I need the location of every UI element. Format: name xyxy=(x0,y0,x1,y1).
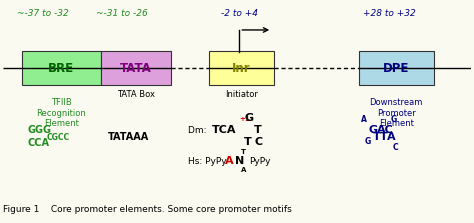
Text: +28 to +32: +28 to +32 xyxy=(363,9,416,18)
Text: AC: AC xyxy=(377,125,394,135)
Text: A: A xyxy=(241,167,246,173)
Text: TATA: TATA xyxy=(120,62,152,74)
Text: -2 to +4: -2 to +4 xyxy=(221,9,258,18)
Text: PyPy: PyPy xyxy=(249,157,270,166)
Text: G: G xyxy=(391,115,397,124)
Text: Figure 1    Core promoter elements. Some core promoter motifs: Figure 1 Core promoter elements. Some co… xyxy=(3,205,292,214)
Text: +1: +1 xyxy=(239,116,250,122)
Text: T: T xyxy=(255,125,262,135)
Text: TATAAA: TATAAA xyxy=(108,132,149,142)
Text: N: N xyxy=(235,156,244,166)
Text: CCA: CCA xyxy=(27,138,49,148)
Text: TT: TT xyxy=(373,132,388,142)
Text: Downstream
Promoter
Element: Downstream Promoter Element xyxy=(370,98,423,128)
Text: Hs: PyPy: Hs: PyPy xyxy=(188,157,227,166)
Text: Dm:: Dm: xyxy=(188,126,209,135)
Text: A: A xyxy=(225,156,234,166)
Text: ~-37 to -32: ~-37 to -32 xyxy=(17,9,68,18)
Text: ~-31 to -26: ~-31 to -26 xyxy=(96,9,148,18)
Text: G: G xyxy=(369,125,378,135)
Text: G: G xyxy=(365,137,371,146)
FancyBboxPatch shape xyxy=(209,51,274,85)
Text: C: C xyxy=(393,142,399,152)
Text: Inr: Inr xyxy=(232,62,251,74)
Text: TFIIB
Recognition
Element: TFIIB Recognition Element xyxy=(36,98,86,128)
FancyBboxPatch shape xyxy=(21,51,101,85)
Text: C: C xyxy=(255,137,263,147)
Text: A: A xyxy=(361,115,367,124)
FancyBboxPatch shape xyxy=(359,51,434,85)
Text: TCA: TCA xyxy=(212,125,237,135)
Text: CGCC: CGCC xyxy=(47,133,70,142)
Text: T: T xyxy=(244,137,252,147)
Text: Initiator: Initiator xyxy=(225,90,258,99)
Text: GGG: GGG xyxy=(27,125,51,135)
Text: G: G xyxy=(244,113,253,123)
Text: BRE: BRE xyxy=(48,62,74,74)
Text: A: A xyxy=(387,132,396,142)
Text: T: T xyxy=(241,149,246,155)
FancyBboxPatch shape xyxy=(101,51,172,85)
Text: TATA Box: TATA Box xyxy=(117,90,155,99)
Text: DPE: DPE xyxy=(383,62,410,74)
